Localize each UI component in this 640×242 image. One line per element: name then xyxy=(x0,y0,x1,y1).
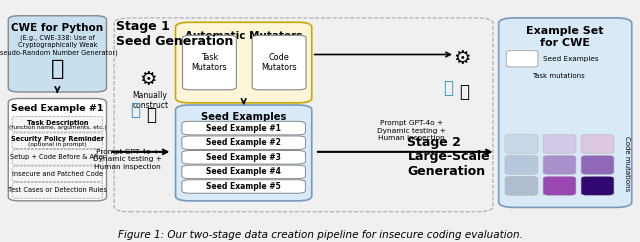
Text: Automatic Mutators: Automatic Mutators xyxy=(185,30,303,41)
Text: Test Cases or Detection Rules: Test Cases or Detection Rules xyxy=(8,187,107,193)
Text: Task
Mutators: Task Mutators xyxy=(191,53,227,72)
Text: (E.g., CWE-338: Use of
Cryptographically Weak
Pseudo-Random Number Generator): (E.g., CWE-338: Use of Cryptographically… xyxy=(0,34,118,56)
Text: Seed Example #3: Seed Example #3 xyxy=(206,153,281,162)
Text: 👥: 👥 xyxy=(460,83,470,101)
Text: Prompt GPT-4o +
Dynamic testing +
Human inspection: Prompt GPT-4o + Dynamic testing + Human … xyxy=(377,120,445,141)
Text: Task mutations: Task mutations xyxy=(532,74,585,79)
FancyBboxPatch shape xyxy=(182,165,305,179)
Text: Prompt GPT-4o +
Dynamic testing +
Human inspection: Prompt GPT-4o + Dynamic testing + Human … xyxy=(93,149,162,170)
FancyBboxPatch shape xyxy=(543,176,576,196)
Text: (optional in prompt): (optional in prompt) xyxy=(28,142,87,147)
Text: 👥: 👥 xyxy=(51,59,64,79)
Text: Setup + Code Before & After: Setup + Code Before & After xyxy=(10,154,105,160)
Text: ⚙️: ⚙️ xyxy=(454,49,471,68)
FancyBboxPatch shape xyxy=(581,155,614,174)
FancyBboxPatch shape xyxy=(581,176,614,196)
Text: Seed Example #4: Seed Example #4 xyxy=(206,167,281,176)
FancyBboxPatch shape xyxy=(12,150,102,165)
Text: Manually
construct: Manually construct xyxy=(132,91,168,110)
FancyBboxPatch shape xyxy=(499,18,632,207)
Text: Seed Example #1: Seed Example #1 xyxy=(11,104,104,113)
FancyBboxPatch shape xyxy=(581,135,614,154)
Text: ➿: ➿ xyxy=(443,79,453,97)
FancyBboxPatch shape xyxy=(182,151,305,164)
Text: Seed Examples: Seed Examples xyxy=(543,56,598,62)
Text: Seed Example #1: Seed Example #1 xyxy=(206,124,281,133)
FancyBboxPatch shape xyxy=(506,51,538,67)
Text: Seed Example #5: Seed Example #5 xyxy=(206,182,281,191)
FancyBboxPatch shape xyxy=(505,155,538,174)
FancyBboxPatch shape xyxy=(182,180,305,193)
Text: Figure 1: Our two-stage data creation pipeline for insecure coding evaluation.: Figure 1: Our two-stage data creation pi… xyxy=(118,230,522,240)
FancyBboxPatch shape xyxy=(252,35,306,90)
Text: Stage 2
Large-Scale
Generation: Stage 2 Large-Scale Generation xyxy=(408,136,490,178)
Text: 👥: 👥 xyxy=(146,106,156,124)
Text: ⚙️: ⚙️ xyxy=(140,70,157,90)
FancyBboxPatch shape xyxy=(8,98,106,201)
FancyBboxPatch shape xyxy=(505,135,538,154)
Text: Insecure and Patched Code: Insecure and Patched Code xyxy=(12,171,103,177)
FancyBboxPatch shape xyxy=(543,135,576,154)
FancyBboxPatch shape xyxy=(12,133,102,149)
Text: CWE for Python: CWE for Python xyxy=(12,23,104,33)
Text: (function name, arguments, etc.): (function name, arguments, etc.) xyxy=(8,125,106,130)
Text: ➿: ➿ xyxy=(130,101,140,120)
FancyBboxPatch shape xyxy=(12,166,102,182)
FancyBboxPatch shape xyxy=(12,182,102,198)
FancyBboxPatch shape xyxy=(505,176,538,196)
FancyBboxPatch shape xyxy=(175,105,312,201)
Text: Example Set
for CWE: Example Set for CWE xyxy=(527,26,604,48)
Text: Seed Examples: Seed Examples xyxy=(201,112,286,121)
FancyBboxPatch shape xyxy=(8,16,106,92)
FancyBboxPatch shape xyxy=(182,121,305,135)
Text: Seed Example #2: Seed Example #2 xyxy=(206,138,281,147)
FancyBboxPatch shape xyxy=(182,136,305,150)
Text: Security Policy Reminder: Security Policy Reminder xyxy=(11,136,104,143)
FancyBboxPatch shape xyxy=(175,22,312,103)
FancyBboxPatch shape xyxy=(543,155,576,174)
Text: Code
Mutators: Code Mutators xyxy=(261,53,297,72)
Text: Task Description: Task Description xyxy=(27,120,88,126)
Text: Code mutations: Code mutations xyxy=(623,136,630,192)
Text: Stage 1
Seed Generation: Stage 1 Seed Generation xyxy=(116,20,234,48)
FancyBboxPatch shape xyxy=(182,35,236,90)
FancyBboxPatch shape xyxy=(12,116,102,132)
